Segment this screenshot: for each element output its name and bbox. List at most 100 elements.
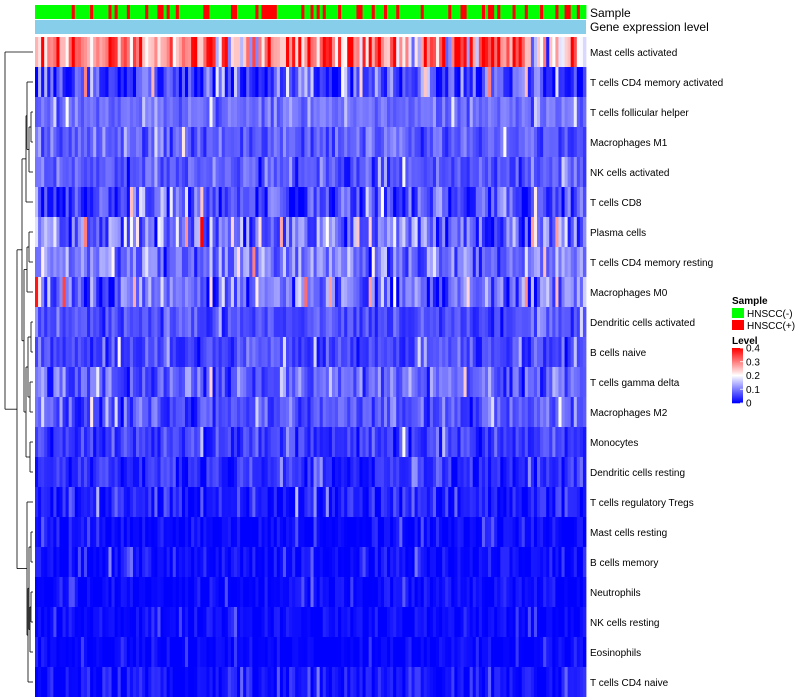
heatmap-cell [68, 487, 73, 517]
heatmap-cell [478, 217, 483, 247]
sample-annotation-cell [258, 5, 262, 19]
sample-annotation-cell [160, 5, 164, 19]
sample-annotation-cell [368, 5, 373, 19]
heatmap-cell [136, 457, 140, 487]
heatmap-cell [132, 187, 137, 217]
heatmap-cell [328, 127, 333, 157]
heatmap-cell [270, 667, 275, 697]
heatmap-cell [209, 547, 213, 577]
heatmap-cell [191, 427, 195, 457]
heatmap-cell [90, 667, 94, 697]
heatmap-cell [429, 487, 434, 517]
heatmap-cell [387, 457, 391, 487]
heatmap-cell [347, 37, 351, 67]
heatmap-cell [148, 307, 152, 337]
heatmap-cell [246, 577, 250, 607]
heatmap-cell [181, 487, 186, 517]
row-label: Macrophages M1 [590, 138, 668, 149]
heatmap-cell [341, 67, 345, 97]
heatmap-cell [163, 277, 168, 307]
heatmap-cell [460, 127, 464, 157]
heatmap-cell [68, 457, 73, 487]
heatmap-cell [243, 187, 247, 217]
heatmap-cell [423, 517, 428, 547]
heatmap-cell [249, 187, 253, 217]
heatmap-cell [111, 67, 115, 97]
heatmap-cell [215, 577, 220, 607]
heatmap-cell [451, 367, 455, 397]
heatmap-cell [472, 547, 477, 577]
sample-annotation-cell [68, 5, 73, 19]
heatmap-cell [240, 277, 244, 307]
heatmap-cell [178, 547, 183, 577]
heatmap-cell [44, 487, 48, 517]
heatmap-cell [188, 337, 192, 367]
heatmap-cell [255, 337, 259, 367]
heatmap-cell [408, 487, 412, 517]
heatmap-cell [246, 427, 250, 457]
heatmap-cell [313, 277, 318, 307]
heatmap-cell [270, 457, 275, 487]
heatmap-cell [466, 397, 471, 427]
heatmap-cell [549, 337, 553, 367]
sample-annotation-cell [273, 5, 278, 19]
heatmap-cell [527, 577, 532, 607]
heatmap-cell [237, 577, 241, 607]
sample-annotation-cell [390, 5, 394, 19]
heatmap-cell [191, 247, 195, 277]
legend-tick: 0.2 [746, 371, 760, 382]
heatmap-cell [454, 457, 458, 487]
heatmap-cell [62, 37, 67, 67]
heatmap-cell [83, 37, 88, 67]
heatmap-cell [325, 187, 330, 217]
heatmap-cell [414, 637, 419, 667]
sample-annotation-cell [151, 5, 155, 19]
heatmap-cell [344, 367, 348, 397]
heatmap-cell [414, 307, 419, 337]
heatmap-cell [87, 547, 91, 577]
heatmap-cell [240, 547, 244, 577]
heatmap-cell [558, 337, 562, 367]
heatmap-cell [524, 277, 529, 307]
heatmap-cell [123, 457, 128, 487]
heatmap-cell [255, 517, 259, 547]
heatmap-cell [417, 577, 422, 607]
heatmap-cell [114, 307, 119, 337]
sample-annotation-cell [270, 5, 275, 19]
sample-annotation-cell [460, 5, 464, 19]
heatmap-cell [240, 247, 244, 277]
heatmap-cell [423, 67, 428, 97]
heatmap-cell [56, 277, 60, 307]
heatmap-cell [261, 157, 265, 187]
heatmap-cell [408, 37, 412, 67]
heatmap-cell [230, 457, 235, 487]
heatmap-cell [237, 607, 241, 637]
heatmap-cell [203, 427, 207, 457]
heatmap-cell [325, 277, 330, 307]
heatmap-cell [62, 247, 67, 277]
heatmap-cell [524, 367, 529, 397]
sample-annotation-cell [154, 5, 158, 19]
heatmap-cell [188, 37, 192, 67]
heatmap-cell [503, 277, 507, 307]
heatmap-cell [142, 367, 146, 397]
heatmap-cell [570, 547, 575, 577]
heatmap-cell [129, 637, 134, 667]
heatmap-cell [71, 487, 76, 517]
heatmap-cell [77, 217, 82, 247]
heatmap-cell [157, 667, 161, 697]
heatmap-cell [512, 577, 516, 607]
heatmap-cell [282, 577, 287, 607]
heatmap-cell [80, 187, 85, 217]
heatmap-cell [426, 517, 431, 547]
sample-annotation-cell [334, 5, 339, 19]
legend-color-step [732, 375, 743, 377]
heatmap-cell [399, 487, 403, 517]
heatmap-cell [218, 247, 223, 277]
heatmap-cell [527, 217, 532, 247]
heatmap-cell [191, 637, 195, 667]
heatmap-cell [270, 397, 275, 427]
heatmap-cell [87, 607, 91, 637]
legend-color-step [732, 362, 743, 364]
heatmap-cell [166, 607, 171, 637]
